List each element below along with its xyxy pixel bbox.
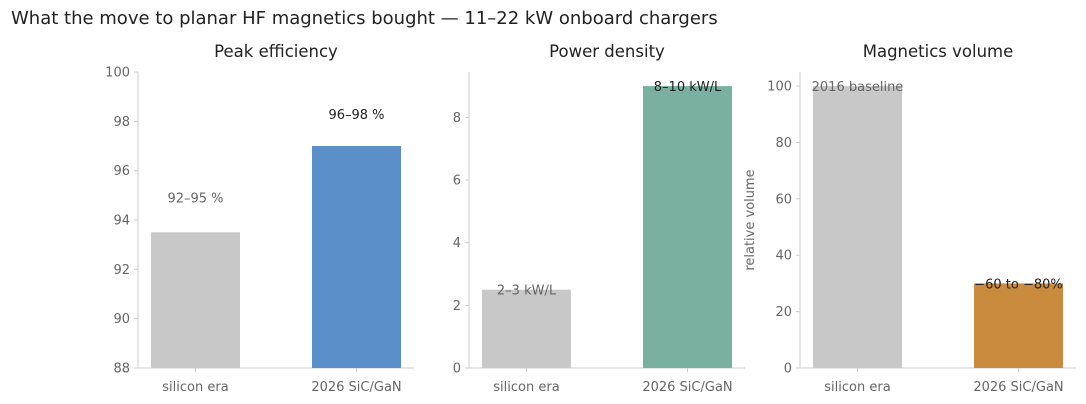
y-tick-label: 0 [784, 362, 792, 377]
data-label: 8–10 kW/L [654, 80, 722, 95]
data-label: −60 to −80% [974, 277, 1063, 292]
bar-2 [643, 86, 733, 368]
y-tick-label: 4 [453, 236, 461, 251]
bar-1 [812, 86, 902, 368]
y-tick-label: 80 [775, 136, 792, 151]
x-tick-label: silicon era [493, 380, 559, 395]
y-tick-label: 0 [453, 362, 461, 377]
y-tick-label: 40 [775, 249, 792, 264]
chart-title: Power density [549, 42, 665, 61]
x-tick-label: 2026 SiC/GaN [311, 380, 401, 395]
chart-title: Magnetics volume [863, 42, 1014, 61]
data-label: 2016 baseline [812, 80, 904, 95]
y-tick-label: 90 [113, 312, 130, 327]
data-label: 2–3 kW/L [497, 284, 557, 299]
y-tick-label: 6 [453, 174, 461, 189]
chart-title: Peak efficiency [214, 42, 338, 61]
y-tick-label: 98 [113, 115, 130, 130]
y-tick-label: 94 [113, 214, 130, 229]
bar-2 [312, 146, 402, 368]
data-label: 92–95 % [167, 191, 223, 206]
y-tick-label: 100 [105, 66, 130, 81]
bar-1 [150, 232, 240, 368]
x-tick-label: silicon era [824, 380, 890, 395]
y-tick-label: 88 [113, 362, 130, 377]
bar-1 [481, 289, 571, 368]
figure-title: What the move to planar HF magnetics bou… [11, 8, 718, 29]
y-tick-label: 92 [113, 263, 130, 278]
chart-panel-2: Power density 0 2 4 6 8 silicon era 2–3 kW/L 202… [453, 42, 745, 395]
y-tick-label: 100 [767, 80, 792, 95]
chart-panel-3: Magnetics volume 0 20 40 60 80 100 relative vol… [743, 42, 1076, 395]
x-tick-label: 2026 SiC/GaN [642, 380, 732, 395]
y-tick-label: 20 [775, 305, 792, 320]
y-tick-label: 8 [453, 111, 461, 126]
y-axis-label: relative volume [743, 169, 758, 270]
x-tick-label: 2026 SiC/GaN [973, 380, 1063, 395]
chart-panel-1: Peak efficiency 88 90 92 94 96 98 100 silicon er… [105, 42, 414, 395]
y-tick-label: 60 [775, 192, 792, 207]
y-tick-label: 96 [113, 164, 130, 179]
x-tick-label: silicon era [162, 380, 228, 395]
data-label: 96–98 % [328, 108, 384, 123]
bar-2 [974, 283, 1064, 368]
y-tick-label: 2 [453, 299, 461, 314]
